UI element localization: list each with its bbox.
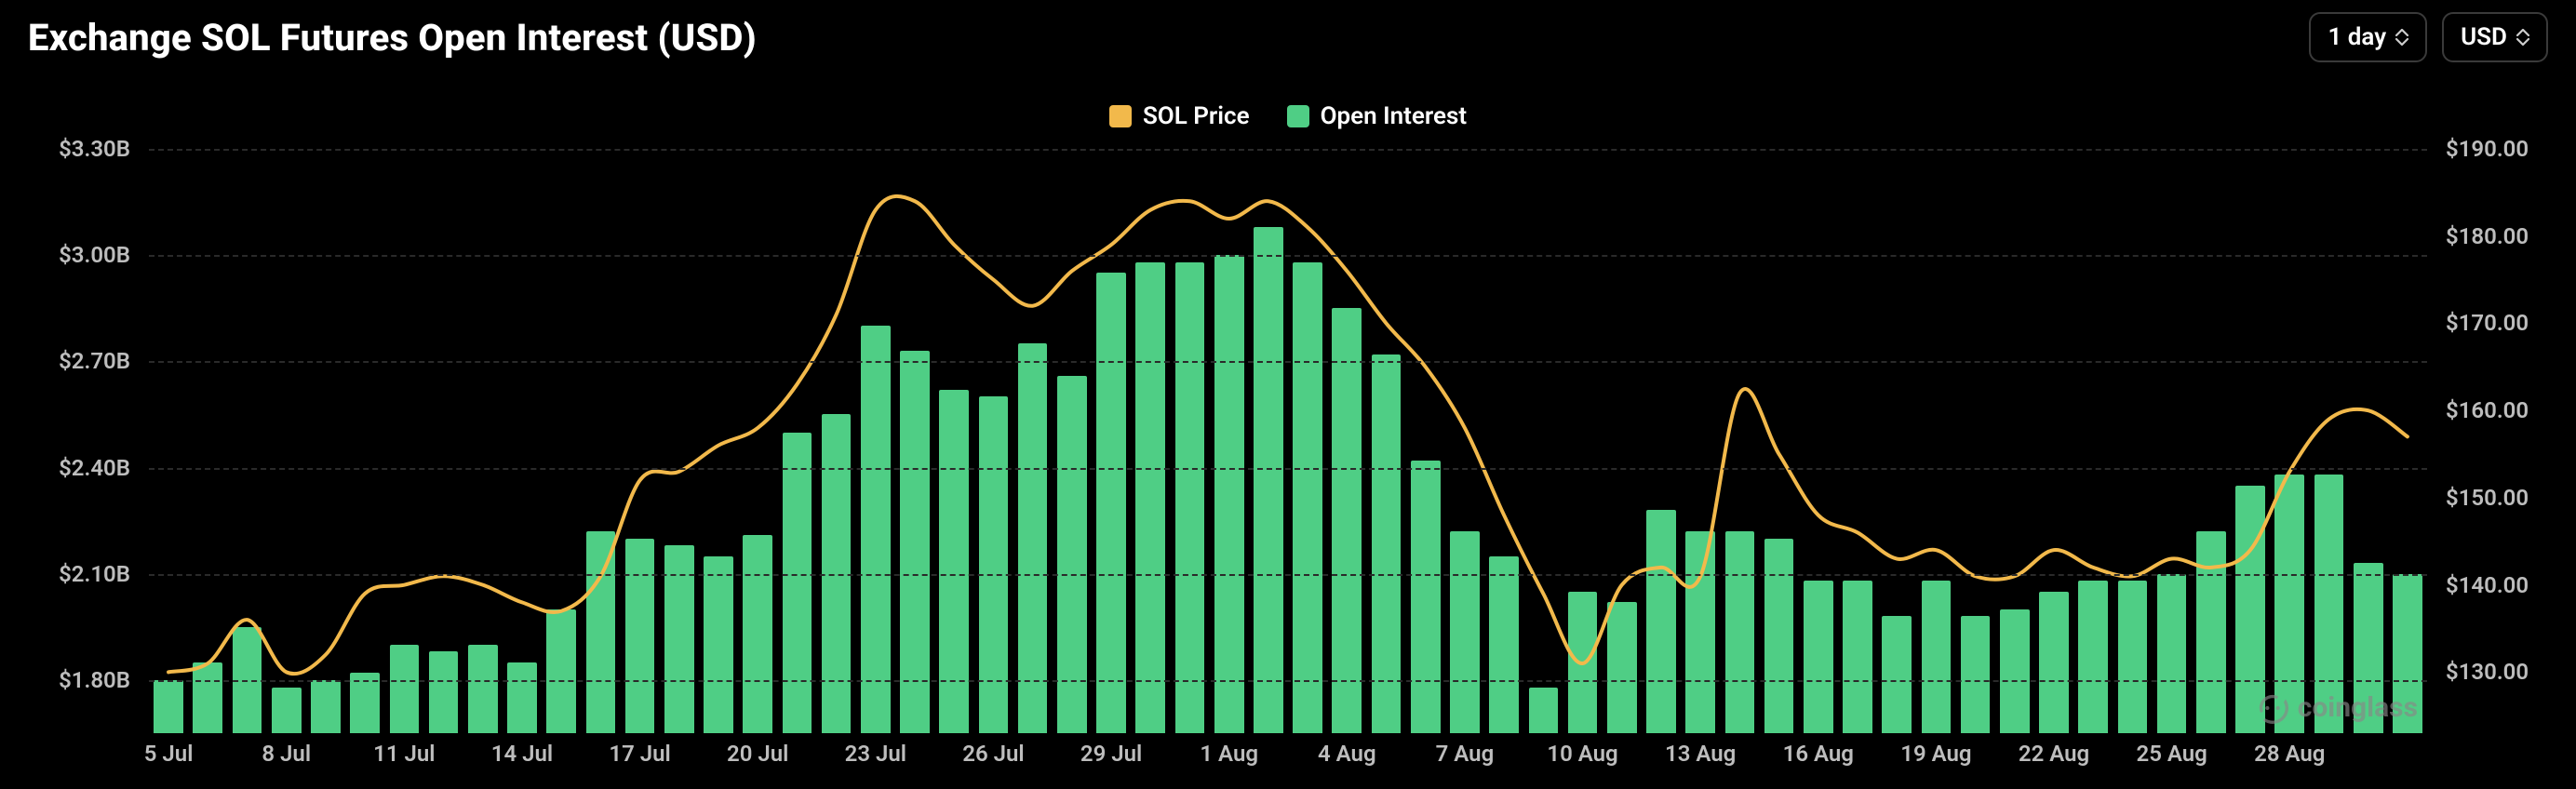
gridline — [149, 361, 2427, 363]
chevron-updown-icon — [2516, 29, 2529, 46]
gridline — [149, 468, 2427, 470]
legend: SOL Price Open Interest — [0, 102, 2576, 130]
x-tick: 17 Jul — [609, 741, 670, 767]
header: Exchange SOL Futures Open Interest (USD)… — [28, 9, 2548, 65]
x-tick: 19 Aug — [1900, 741, 1971, 767]
interval-selector[interactable]: 1 day — [2309, 12, 2427, 62]
legend-swatch — [1287, 105, 1309, 127]
legend-item-oi[interactable]: Open Interest — [1287, 102, 1467, 130]
x-tick: 10 Aug — [1547, 741, 1617, 767]
x-tick: 22 Aug — [2019, 741, 2089, 767]
legend-item-price[interactable]: SOL Price — [1109, 102, 1250, 130]
y-right-tick: $190.00 — [2446, 136, 2576, 162]
x-tick: 13 Aug — [1665, 741, 1736, 767]
x-tick: 5 Jul — [144, 741, 194, 767]
gridline — [149, 255, 2427, 257]
y-axis-left: $1.80B$2.10B$2.40B$2.70B$3.00B$3.30B — [0, 149, 130, 733]
chevron-updown-icon — [2395, 29, 2408, 46]
x-tick: 25 Aug — [2136, 741, 2207, 767]
y-left-tick: $2.70B — [0, 348, 130, 374]
x-tick: 20 Jul — [727, 741, 788, 767]
y-left-tick: $1.80B — [0, 667, 130, 693]
chart-area: $1.80B$2.10B$2.40B$2.70B$3.00B$3.30B $13… — [0, 149, 2576, 789]
x-tick: 23 Jul — [845, 741, 906, 767]
legend-label: SOL Price — [1143, 102, 1250, 130]
y-right-tick: $140.00 — [2446, 572, 2576, 598]
y-left-tick: $3.30B — [0, 136, 130, 162]
x-axis: 5 Jul8 Jul11 Jul14 Jul17 Jul20 Jul23 Jul… — [149, 733, 2427, 789]
x-tick: 8 Jul — [262, 741, 311, 767]
y-right-tick: $130.00 — [2446, 659, 2576, 685]
y-left-tick: $3.00B — [0, 242, 130, 268]
watermark-text: coinglass — [2298, 691, 2418, 724]
x-tick: 4 Aug — [1318, 741, 1376, 767]
page-title: Exchange SOL Futures Open Interest (USD) — [28, 16, 757, 60]
logo-icon — [2257, 692, 2288, 724]
y-axis-right: $130.00 $140.00 $150.00 $160.00 $170.00 $180.… — [2446, 149, 2576, 733]
gridline — [149, 680, 2427, 682]
currency-label: USD — [2461, 23, 2507, 51]
x-tick: 28 Aug — [2254, 741, 2325, 767]
y-right-tick: $150.00 — [2446, 485, 2576, 511]
x-tick: 7 Aug — [1436, 741, 1495, 767]
x-tick: 29 Jul — [1080, 741, 1142, 767]
x-tick: 11 Jul — [373, 741, 435, 767]
gridline — [149, 149, 2427, 151]
interval-label: 1 day — [2328, 23, 2386, 51]
y-left-tick: $2.40B — [0, 455, 130, 481]
controls: 1 day USD — [2309, 12, 2548, 62]
y-right-tick: $160.00 — [2446, 397, 2576, 423]
y-right-tick: $170.00 — [2446, 310, 2576, 336]
x-tick: 14 Jul — [491, 741, 553, 767]
currency-selector[interactable]: USD — [2442, 12, 2548, 62]
y-right-tick: $180.00 — [2446, 223, 2576, 249]
x-tick: 16 Aug — [1783, 741, 1854, 767]
legend-label: Open Interest — [1321, 102, 1467, 130]
legend-swatch — [1109, 105, 1132, 127]
watermark: coinglass — [2257, 691, 2418, 724]
x-tick: 26 Jul — [962, 741, 1024, 767]
chart-container: Exchange SOL Futures Open Interest (USD)… — [0, 0, 2576, 789]
plot[interactable] — [149, 149, 2427, 733]
price-line — [149, 149, 2427, 733]
y-left-tick: $2.10B — [0, 561, 130, 587]
x-tick: 1 Aug — [1200, 741, 1258, 767]
gridline — [149, 574, 2427, 576]
